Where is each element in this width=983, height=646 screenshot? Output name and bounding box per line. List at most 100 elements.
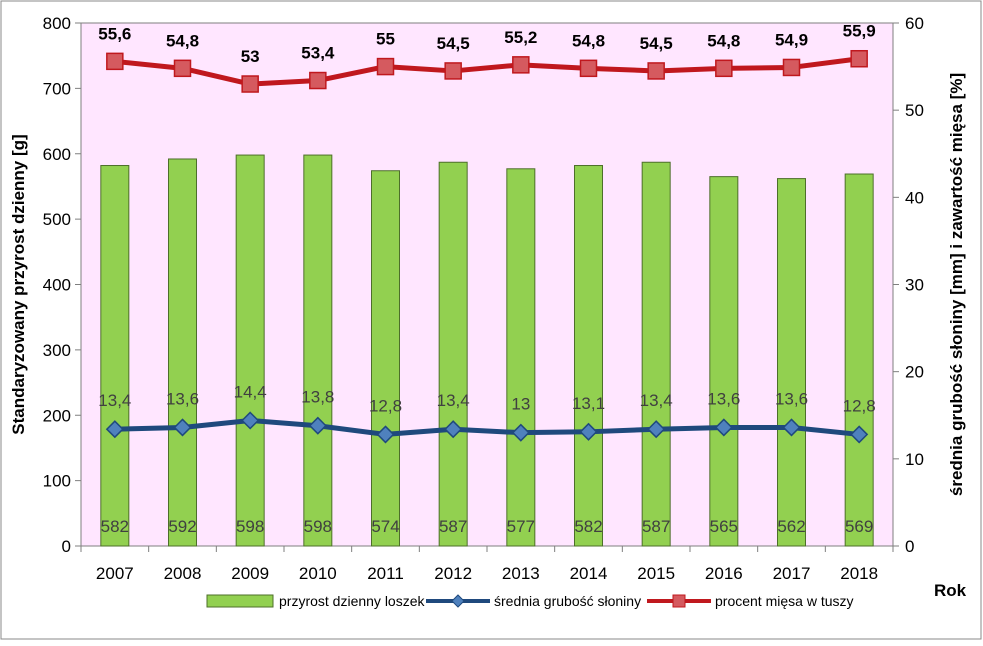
- meat-series-point: [850, 49, 868, 68]
- legend-bar-swatch: [206, 594, 274, 608]
- meat-series-point: [173, 59, 192, 78]
- bar: [303, 154, 333, 547]
- left-axis-tick-label: 500: [43, 210, 71, 229]
- left-axis-tick-label: 200: [43, 406, 71, 425]
- right-axis-tick-label: 60: [905, 14, 924, 33]
- bar: [100, 165, 130, 547]
- meat-data-label: 53: [241, 47, 260, 66]
- right-axis-tick-label: 50: [905, 101, 924, 120]
- fat-series-point: [511, 423, 530, 442]
- meat-data-label: 55,6: [98, 24, 131, 43]
- bar-value-label: 562: [777, 517, 805, 536]
- x-axis-tick-label: 2013: [502, 564, 540, 583]
- meat-data-label: 54,8: [166, 31, 199, 50]
- bar: [844, 173, 874, 547]
- meat-series-line: [114, 56, 860, 87]
- x-axis-tick-label: 2008: [164, 564, 202, 583]
- left-axis-tick-label: 300: [43, 341, 71, 360]
- fat-data-label: 13,4: [640, 391, 673, 410]
- meat-series-point: [782, 58, 801, 77]
- x-axis-tick-label: 2007: [96, 564, 134, 583]
- left-axis-title: Standaryzowany przyrost dzienny [g]: [9, 134, 28, 434]
- fat-data-label: 13,1: [572, 394, 605, 413]
- legend-meat-marker: [672, 594, 686, 608]
- bar: [371, 170, 400, 547]
- meat-series-point: [241, 75, 259, 93]
- meat-series-point: [715, 59, 733, 78]
- meat-series-point: [579, 59, 598, 78]
- left-axis-tick-label: 800: [43, 14, 71, 33]
- right-axis-tick-label: 20: [905, 363, 924, 382]
- meat-data-label: 55,2: [504, 28, 537, 47]
- x-axis-tick-label: 2016: [705, 564, 743, 583]
- x-axis-tick-label: 2010: [299, 564, 337, 583]
- fat-data-label: 14,4: [234, 382, 267, 401]
- x-axis-tick-label: 2012: [434, 564, 472, 583]
- bar: [235, 154, 265, 547]
- bar-value-label: 577: [507, 517, 535, 536]
- fat-series-point: [714, 418, 733, 437]
- fat-data-label: 13,4: [437, 391, 470, 410]
- fat-series-point: [579, 422, 598, 441]
- meat-data-label: 53,4: [301, 44, 335, 63]
- x-axis-tick-label: 2018: [840, 564, 878, 583]
- bar: [438, 161, 468, 547]
- bar-value-label: 587: [439, 517, 467, 536]
- left-axis-tick-label: 100: [43, 472, 71, 491]
- fat-series-line: [114, 417, 860, 437]
- right-axis-tick-label: 0: [905, 537, 914, 556]
- meat-series-point: [647, 62, 665, 80]
- left-axis-tick-label: 400: [43, 276, 71, 295]
- bar-value-label: 598: [304, 517, 332, 536]
- fat-data-label: 13,6: [707, 389, 740, 408]
- fat-data-label: 13,6: [775, 389, 808, 408]
- bar: [168, 158, 197, 547]
- x-axis-tick-label: 2014: [570, 564, 608, 583]
- bar-value-label: 565: [710, 517, 738, 536]
- bar-value-label: 592: [168, 517, 196, 536]
- bar-value-label: 598: [236, 517, 264, 536]
- meat-series-point: [106, 52, 124, 71]
- x-axis-tick-label: 2017: [773, 564, 811, 583]
- bar-value-label: 582: [574, 517, 602, 536]
- meat-series-point: [309, 71, 327, 90]
- right-axis-tick-label: 40: [905, 188, 924, 207]
- meat-data-label: 55: [376, 30, 395, 49]
- plot-area: [80, 22, 894, 547]
- meat-data-label: 54,5: [640, 34, 673, 53]
- fat-series-point: [105, 420, 124, 439]
- bar: [506, 168, 536, 547]
- fat-series-point: [308, 416, 327, 435]
- meat-data-label: 55,9: [843, 22, 876, 41]
- meat-data-label: 54,8: [572, 31, 605, 50]
- legend-fat-marker: [451, 594, 465, 608]
- bar: [709, 176, 739, 547]
- x-axis-title: Rok: [934, 581, 967, 600]
- meat-data-label: 54,5: [437, 34, 470, 53]
- bar-value-label: 574: [371, 517, 399, 536]
- right-axis-tick-label: 10: [905, 450, 924, 469]
- meat-series-point: [376, 57, 395, 76]
- legend-fat-label: średnia grubość słoniny: [494, 593, 641, 609]
- fat-series-point: [647, 420, 666, 439]
- fat-series-point: [444, 420, 463, 439]
- left-axis-tick-label: 700: [43, 79, 71, 98]
- fat-data-label: 13: [511, 395, 530, 414]
- fat-data-label: 13,8: [301, 388, 334, 407]
- x-axis-tick-label: 2011: [367, 564, 404, 583]
- fat-data-label: 12,8: [843, 396, 876, 415]
- left-axis-tick-label: 0: [62, 537, 71, 556]
- left-axis-tick-label: 600: [43, 145, 71, 164]
- meat-series-point: [444, 62, 462, 80]
- fat-data-label: 12,8: [369, 396, 402, 415]
- meat-series-point: [512, 56, 530, 74]
- bar-value-label: 582: [101, 517, 129, 536]
- fat-series-point: [782, 418, 801, 437]
- fat-data-label: 13,4: [98, 391, 131, 410]
- x-axis-tick-label: 2009: [231, 564, 269, 583]
- fat-series-point: [241, 411, 260, 430]
- fat-data-label: 13,6: [166, 389, 199, 408]
- legend-bar-label: przyrost dzienny loszek: [279, 593, 426, 609]
- bar: [777, 178, 806, 547]
